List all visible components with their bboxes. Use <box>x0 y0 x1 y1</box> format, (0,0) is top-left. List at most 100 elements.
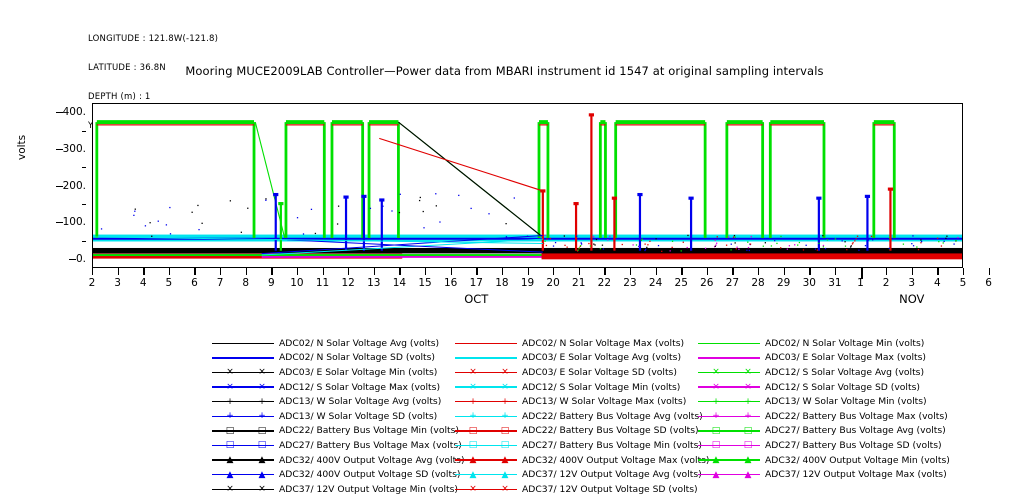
x-tick <box>501 268 504 275</box>
legend-line-sample: □□ <box>455 439 517 451</box>
legend-label: ADC02/ N Solar Voltage SD (volts) <box>279 352 435 364</box>
legend-line-sample <box>698 337 760 349</box>
legend-item[interactable]: ×× ADC03/ E Solar Voltage SD (volts) <box>455 365 677 380</box>
legend-label: ADC02/ N Solar Voltage Max (volts) <box>522 337 685 349</box>
x-tick-label: 6 <box>191 277 198 289</box>
legend-item[interactable]: ++ ADC13/ W Solar Voltage Max (volts) <box>455 394 686 409</box>
x-axis-month-label: OCT <box>464 292 489 306</box>
x-tick <box>527 268 529 275</box>
legend-label: ADC13/ W Solar Voltage Avg (volts) <box>279 396 442 408</box>
legend-label: ADC32/ 400V Output Voltage Max (volts) <box>522 454 710 466</box>
legend-line-sample: ×× <box>212 366 274 378</box>
x-tick-label: 5 <box>959 277 967 289</box>
legend-line-sample: □□ <box>212 425 274 437</box>
x-tick-label: 26 <box>700 277 714 289</box>
legend-line-sample: ×× <box>455 483 517 495</box>
legend-item[interactable]: ▲▲ ADC32/ 400V Output Voltage Min (volts) <box>698 453 950 468</box>
legend-line-sample: ▲▲ <box>698 469 760 481</box>
x-tick-label: 22 <box>597 277 612 289</box>
x-tick <box>860 268 863 279</box>
plot-area <box>92 103 963 268</box>
legend-line-sample <box>455 337 517 349</box>
legend-line-sample: ▲▲ <box>455 469 517 481</box>
legend-label: ADC22/ Battery Bus Voltage Min (volts) <box>279 425 460 437</box>
metadata-longitude: LONGITUDE : 121.8W(-121.8) <box>88 34 219 45</box>
legend-label: ADC12/ S Solar Voltage Max (volts) <box>279 381 441 393</box>
x-tick <box>604 268 606 275</box>
y-tick-label: 100. <box>55 216 86 228</box>
x-tick-label: 4 <box>934 277 941 289</box>
legend-line-sample: □□ <box>698 439 760 451</box>
x-tick <box>655 268 657 275</box>
legend-label: ADC22/ Battery Bus Voltage SD (volts) <box>522 425 699 437</box>
x-tick <box>271 268 273 275</box>
legend-item[interactable]: ▲▲ ADC32/ 400V Output Voltage Max (volts) <box>455 453 710 468</box>
x-tick <box>963 268 965 275</box>
legend-item[interactable]: □□ ADC22/ Battery Bus Voltage Min (volts) <box>212 424 459 439</box>
x-tick <box>322 268 324 275</box>
x-tick-label: 3 <box>908 277 916 289</box>
x-tick-label: 17 <box>469 277 483 289</box>
legend-line-sample: ▲▲ <box>212 469 274 481</box>
legend-item[interactable]: □□ ADC27/ Battery Bus Voltage Min (volts) <box>455 438 702 453</box>
y-tick-label: 200. <box>55 180 86 192</box>
legend-item[interactable]: ▲▲ ADC37/ 12V Output Voltage Max (volts) <box>698 467 947 482</box>
legend-item[interactable]: ++ ADC22/ Battery Bus Voltage Max (volts) <box>698 409 948 424</box>
legend-item[interactable]: ×× ADC12/ S Solar Voltage Min (volts) <box>455 380 680 395</box>
x-tick <box>706 268 709 275</box>
legend-line-sample: □□ <box>698 425 760 437</box>
legend-item[interactable]: ×× ADC03/ E Solar Voltage Min (volts) <box>212 365 437 380</box>
x-tick-label: 24 <box>648 277 663 289</box>
y-axis: 0. 100. 200. 300. 400. <box>10 103 86 268</box>
x-tick <box>168 268 171 275</box>
legend-item[interactable]: □□ ADC27/ Battery Bus Voltage Avg (volts) <box>698 424 946 439</box>
x-tick-label: 18 <box>495 277 509 289</box>
legend-item[interactable]: ++ ADC13/ W Solar Voltage Avg (volts) <box>212 394 441 409</box>
legend-item[interactable]: ADC02/ N Solar Voltage Avg (volts) <box>212 336 439 351</box>
legend-line-sample <box>455 352 517 364</box>
x-tick-label: 25 <box>674 277 688 289</box>
legend-item[interactable]: ▲▲ ADC37/ 12V Output Voltage Avg (volts) <box>455 467 702 482</box>
legend-item[interactable]: ADC03/ E Solar Voltage Avg (volts) <box>455 351 681 366</box>
chart-title: Mooring MUCE2009LAB Controller—Power dat… <box>185 64 824 78</box>
legend-label: ADC37/ 12V Output Voltage Max (volts) <box>765 469 947 481</box>
legend-item[interactable]: ++ ADC22/ Battery Bus Voltage Avg (volts) <box>455 409 703 424</box>
legend-item[interactable]: ×× ADC37/ 12V Output Voltage SD (volts) <box>455 482 698 497</box>
legend-item[interactable]: ×× ADC12/ S Solar Voltage Avg (volts) <box>698 365 924 380</box>
legend-item[interactable]: □□ ADC27/ Battery Bus Voltage SD (volts) <box>698 438 942 453</box>
legend-item[interactable]: □□ ADC27/ Battery Bus Voltage Max (volts) <box>212 438 462 453</box>
legend-item[interactable]: ×× ADC37/ 12V Output Voltage Min (volts) <box>212 482 458 497</box>
legend-item[interactable]: ▲▲ ADC32/ 400V Output Voltage SD (volts) <box>212 467 460 482</box>
x-tick-label: 2 <box>88 277 96 289</box>
legend-item[interactable]: ×× ADC12/ S Solar Voltage SD (volts) <box>698 380 920 395</box>
x-tick <box>348 268 350 275</box>
x-tick <box>476 268 478 275</box>
x-tick-label: 5 <box>165 277 173 289</box>
y-axis-label: volts <box>16 134 28 160</box>
y-tick-label: 300. <box>55 143 86 155</box>
x-axis: 2 3 4 5 6 7 8 9 10 11 12 13 14 15 16 17 18 19 20 21 22 23 24 25… <box>88 268 992 310</box>
x-tick-label: 30 <box>802 277 816 289</box>
legend-item[interactable]: ADC02/ N Solar Voltage Max (volts) <box>455 336 684 351</box>
x-tick-label: 3 <box>114 277 121 289</box>
legend-item[interactable]: ADC03/ E Solar Voltage Max (volts) <box>698 351 926 366</box>
x-tick-label: 6 <box>985 277 992 289</box>
x-tick <box>988 268 990 275</box>
legend-item[interactable]: ×× ADC12/ S Solar Voltage Max (volts) <box>212 380 440 395</box>
legend-item[interactable]: ADC02/ N Solar Voltage Min (volts) <box>698 336 924 351</box>
data-traces <box>93 113 962 260</box>
x-tick <box>553 268 555 275</box>
x-tick <box>758 268 760 275</box>
legend-item[interactable]: ▲▲ ADC32/ 400V Output Voltage Avg (volts) <box>212 453 465 468</box>
metadata-latitude: LATITUDE : 36.8N <box>88 62 166 73</box>
x-tick-label: 1 <box>857 277 864 289</box>
legend-item[interactable]: ++ ADC13/ W Solar Voltage Min (volts) <box>698 394 927 409</box>
legend-line-sample <box>698 352 760 364</box>
x-tick-label: 19 <box>520 277 535 289</box>
x-tick <box>937 268 939 275</box>
legend-line-sample: ×× <box>698 381 760 393</box>
legend-item[interactable]: ADC02/ N Solar Voltage SD (volts) <box>212 351 435 366</box>
legend-item[interactable]: ++ ADC13/ W Solar Voltage SD (volts) <box>212 409 437 424</box>
legend-item[interactable]: □□ ADC22/ Battery Bus Voltage SD (volts) <box>455 424 699 439</box>
x-tick <box>220 268 222 275</box>
